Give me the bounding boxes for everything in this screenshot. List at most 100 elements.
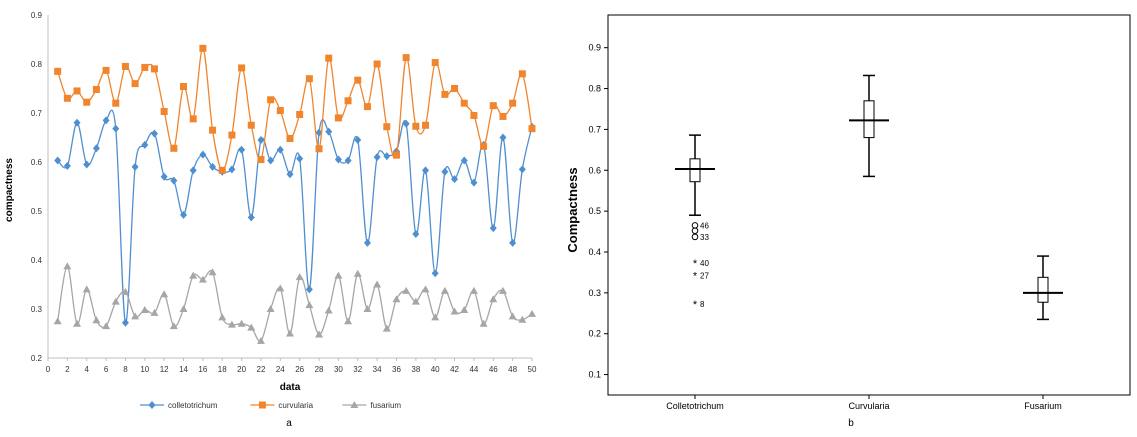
curvularia-point <box>102 66 110 74</box>
x-tick-label: 30 <box>334 365 343 374</box>
x-tick-label: 26 <box>295 365 304 374</box>
colletotrichum-point <box>92 144 100 153</box>
y-tick-label: 0.3 <box>31 305 43 314</box>
curvularia-point <box>509 99 517 107</box>
x-tick-label: 32 <box>353 365 362 374</box>
curvularia-point <box>112 99 120 107</box>
outlier-label: 27 <box>700 272 709 281</box>
box-Fusarium <box>1023 255 1063 321</box>
curvularia-point <box>267 96 275 104</box>
x-tick-label: 46 <box>489 365 498 374</box>
y-tick-label: 0.6 <box>588 165 601 175</box>
curvularia-point <box>218 166 226 174</box>
fusarium-point <box>198 275 207 283</box>
x-tick-label: 28 <box>315 365 324 374</box>
outlier-circle <box>691 227 699 235</box>
fusarium-point <box>469 286 478 294</box>
fusarium-point <box>53 317 62 325</box>
fusarium-point <box>479 319 488 327</box>
fusarium-point <box>218 313 227 321</box>
x-tick-label: 20 <box>237 365 246 374</box>
colletotrichum-point <box>431 269 439 278</box>
fusarium-point <box>160 290 169 298</box>
colletotrichum-point <box>276 145 284 154</box>
y-tick-label: 0.5 <box>31 207 43 216</box>
curvularia-point <box>441 90 449 98</box>
curvularia-point <box>480 142 488 150</box>
curvularia-point <box>412 122 420 130</box>
colletotrichum-point <box>63 161 71 170</box>
curvularia-point <box>499 112 507 120</box>
curvularia-point <box>422 121 430 129</box>
curvularia-point <box>354 76 362 84</box>
colletotrichum-point <box>102 116 110 125</box>
x-axis-label: data <box>280 382 301 393</box>
fusarium-point <box>498 286 507 294</box>
y-axis-label: Compactness <box>565 167 580 252</box>
iqr-box <box>1037 276 1049 303</box>
x-tick-label: Curvularia <box>848 401 889 411</box>
legend-label-colletotrichum: colletotrichum <box>168 401 218 410</box>
fusarium-point <box>324 306 333 314</box>
fusarium-point <box>518 315 527 323</box>
x-tick-label: 18 <box>218 365 227 374</box>
curvularia-point <box>363 103 371 111</box>
y-tick-label: 0.4 <box>588 247 601 257</box>
colletotrichum-point <box>363 238 371 247</box>
fusarium-point <box>121 287 130 295</box>
x-tick-label: 40 <box>431 365 440 374</box>
curvularia-point <box>228 131 236 139</box>
outlier-circle <box>691 233 699 241</box>
curvularia-point <box>83 98 91 106</box>
colletotrichum-point <box>257 135 265 144</box>
fusarium-point <box>353 269 362 277</box>
fusarium-point <box>305 301 314 309</box>
fusarium-point <box>508 312 517 320</box>
x-tick-label: Fusarium <box>1024 401 1062 411</box>
fusarium-point <box>450 307 459 315</box>
x-tick-label: 36 <box>392 365 401 374</box>
colletotrichum-point <box>451 175 459 184</box>
x-tick-label: 8 <box>123 365 128 374</box>
curvularia-point <box>276 107 284 115</box>
curvularia-point <box>209 126 217 134</box>
colletotrichum-point <box>518 165 526 174</box>
x-tick-label: 4 <box>84 365 89 374</box>
outlier-circle <box>691 222 699 229</box>
outlier-star: * <box>693 271 698 283</box>
fusarium-point <box>295 273 304 281</box>
outlier-label: 8 <box>700 300 705 309</box>
y-tick-label: 0.8 <box>31 60 43 69</box>
fusarium-point <box>92 316 101 324</box>
colletotrichum-point <box>83 160 91 169</box>
x-tick-label: 42 <box>450 365 459 374</box>
colletotrichum-point <box>383 152 391 161</box>
colletotrichum-point <box>441 167 449 176</box>
colletotrichum-point <box>54 156 62 165</box>
fusarium-point <box>237 319 246 327</box>
plot-border <box>607 14 1131 396</box>
line-chart-a: 0.20.30.40.50.60.70.80.9 0 2 4 6 8 10 12 14 16 18… <box>4 11 537 429</box>
colletotrichum-point <box>334 155 342 164</box>
curvularia-point <box>305 75 313 83</box>
curvularia-point <box>247 121 255 129</box>
outlier-label: 40 <box>700 259 709 268</box>
colletotrichum-point <box>344 156 352 165</box>
axes <box>47 15 532 359</box>
colletotrichum-point <box>170 176 178 185</box>
fusarium-point <box>276 284 285 292</box>
x-tick-label: 6 <box>104 365 109 374</box>
y-tick-label: 0.5 <box>588 206 601 216</box>
fusarium-point <box>373 280 382 288</box>
colletotrichum-point <box>509 238 517 247</box>
fusarium-point <box>227 320 236 328</box>
y-tick-labels: 0.2 0.3 0.4 0.5 0.6 0.7 0.8 0.9 <box>31 11 43 363</box>
panel-label-b: b <box>848 418 854 429</box>
curvularia-point <box>199 44 207 52</box>
colletotrichum-point <box>470 178 478 187</box>
colletotrichum-point <box>121 318 129 327</box>
colletotrichum-point <box>209 162 217 171</box>
curvularia-point <box>334 114 342 122</box>
curvularia-point <box>325 54 333 62</box>
